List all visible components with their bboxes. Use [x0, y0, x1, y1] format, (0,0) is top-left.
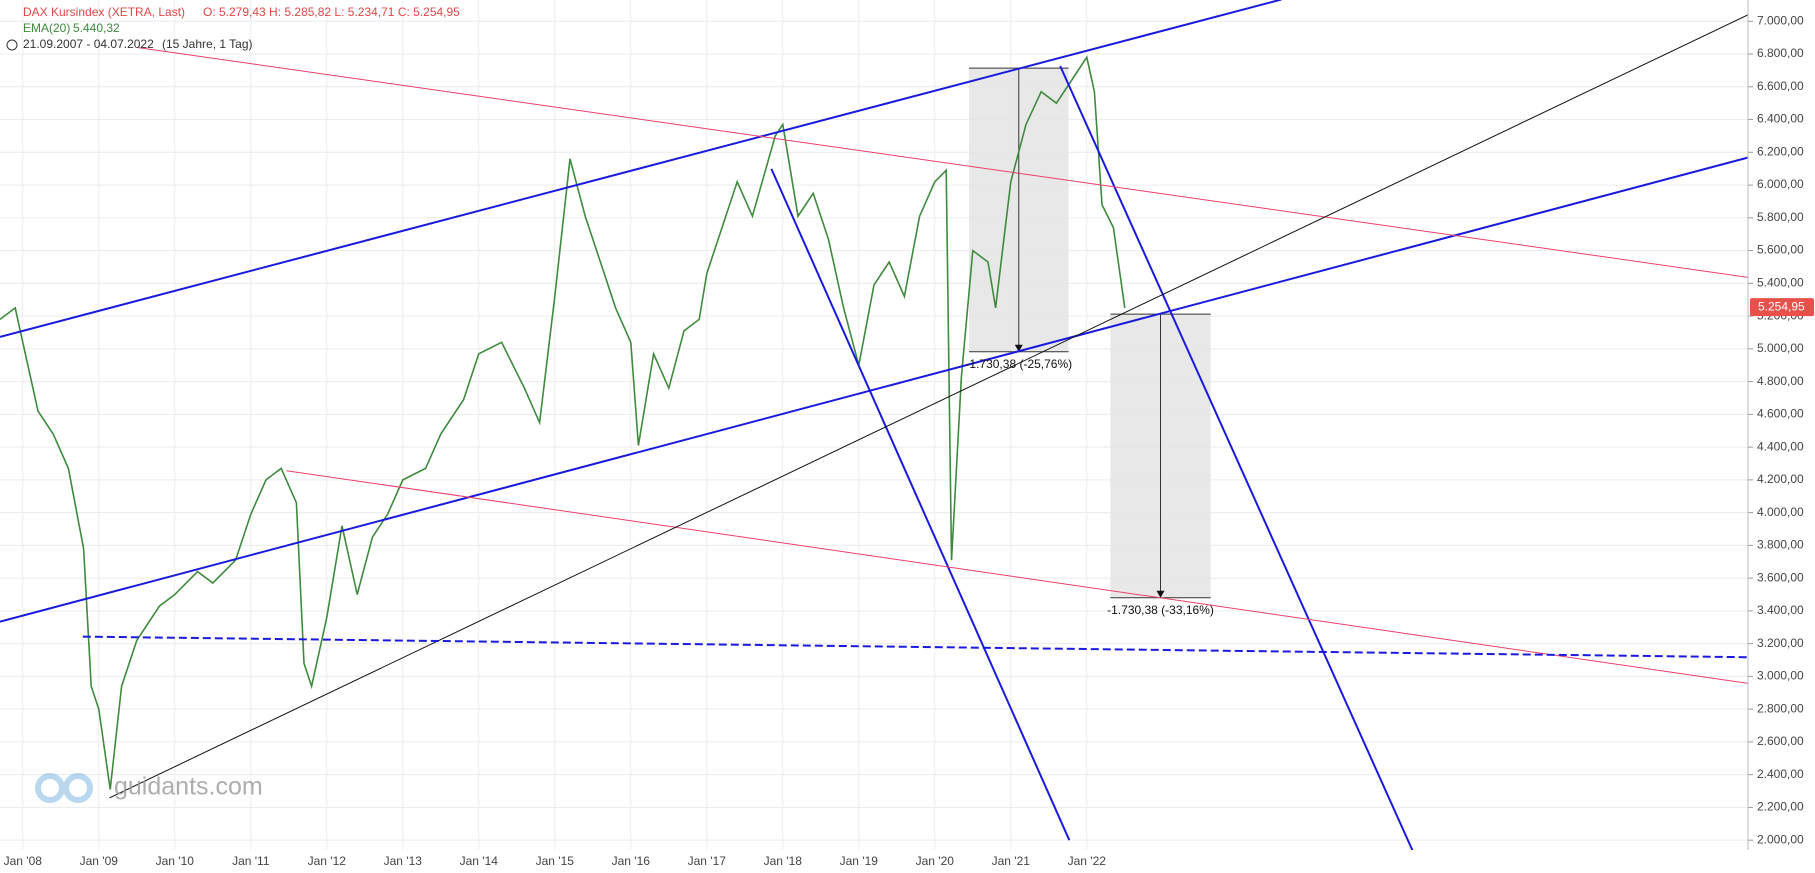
y-tick-label: 6.400,00	[1757, 112, 1804, 126]
trendline	[82, 635, 1748, 659]
trendline	[0, 156, 1748, 623]
x-tick-label: Jan '21	[992, 854, 1031, 868]
y-tick-label: 5.000,00	[1757, 341, 1804, 355]
x-tick-label: Jan '08	[4, 854, 43, 868]
grid	[0, 0, 1748, 850]
y-tick-label: 3.400,00	[1757, 603, 1804, 617]
watermark-logo	[35, 773, 93, 803]
y-tick-label: 4.200,00	[1757, 472, 1804, 486]
y-tick-label: 4.400,00	[1757, 439, 1804, 453]
x-tick-label: Jan '12	[308, 854, 347, 868]
y-tick-label: 7.000,00	[1757, 13, 1804, 27]
x-tick-label: Jan '13	[384, 854, 423, 868]
trendline	[138, 47, 1748, 278]
y-tick-label: 6.800,00	[1757, 46, 1804, 60]
axes: 2.000,00 2.200,00 2.400,00 2.600,00 2.800,00…	[4, 0, 1804, 868]
arrow-head	[1014, 344, 1023, 352]
trendline	[286, 470, 1748, 684]
ohlc: O: 5.279,43 H: 5.285,82 L: 5.234,71 C: 5…	[203, 5, 460, 19]
y-tick-label: 5.400,00	[1757, 276, 1804, 290]
y-tick-label: 2.600,00	[1757, 734, 1804, 748]
y-tick-label: 6.000,00	[1757, 177, 1804, 191]
last-price-tag	[1750, 298, 1814, 317]
y-tick-label: 5.600,00	[1757, 243, 1804, 257]
arrow-head	[1156, 590, 1165, 598]
x-tick-label: Jan '22	[1068, 854, 1107, 868]
trendline	[1059, 65, 1414, 850]
x-tick-label: Jan '18	[764, 854, 803, 868]
date-range: 21.09.2007 - 04.07.2022	[23, 37, 154, 51]
y-tick-label: 6.200,00	[1757, 144, 1804, 158]
x-tick-label: Jan '14	[460, 854, 499, 868]
x-tick-label: Jan '09	[80, 854, 119, 868]
watermark: guidants.com	[114, 773, 263, 801]
y-tick-label: 3.600,00	[1757, 570, 1804, 584]
y-tick-label: 3.800,00	[1757, 538, 1804, 552]
y-tick-label: 2.400,00	[1757, 767, 1804, 781]
y-tick-label: 2.000,00	[1757, 832, 1804, 846]
trendline	[770, 168, 1071, 841]
x-tick-label: Jan '15	[536, 854, 575, 868]
trendline	[0, 0, 1282, 338]
y-tick-label: 4.800,00	[1757, 374, 1804, 388]
y-tick-label: 4.000,00	[1757, 505, 1804, 519]
logo-ring	[35, 773, 65, 803]
x-tick-label: Jan '11	[232, 854, 270, 868]
x-tick-label: Jan '17	[688, 854, 727, 868]
y-tick-label: 6.600,00	[1757, 79, 1804, 93]
indicator: EMA(20)	[23, 21, 70, 35]
plot-area	[0, 0, 1748, 850]
y-tick-label: 3.000,00	[1757, 669, 1804, 683]
clock-icon	[6, 39, 18, 51]
indicator-value: 5.440,32	[73, 21, 120, 35]
measure-label: -1.730,38 (-33,16%)	[1107, 603, 1214, 617]
measure-label: -1.730,38 (-25,76%)	[965, 357, 1072, 371]
x-tick-label: Jan '16	[612, 854, 651, 868]
logo-ring	[63, 773, 93, 803]
y-tick-label: 4.600,00	[1757, 407, 1804, 421]
x-tick-label: Jan '10	[156, 854, 195, 868]
y-tick-label: 2.800,00	[1757, 701, 1804, 715]
x-tick-label: Jan '19	[840, 854, 879, 868]
instrument: DAX Kursindex (XETRA, Last)	[23, 5, 185, 19]
y-tick-label: 2.200,00	[1757, 800, 1804, 814]
trendline	[109, 14, 1748, 799]
last-price-label: 5.254,95	[1758, 299, 1805, 313]
y-tick-label: 5.800,00	[1757, 210, 1804, 224]
x-tick-label: Jan '20	[916, 854, 955, 868]
y-tick-label: 3.200,00	[1757, 636, 1804, 650]
header: DAX Kursindex (XETRA, Last) O: 5.279,43 …	[6, 5, 460, 51]
price-line	[0, 55, 1126, 790]
date-range-note: (15 Jahre, 1 Tag)	[162, 37, 253, 51]
